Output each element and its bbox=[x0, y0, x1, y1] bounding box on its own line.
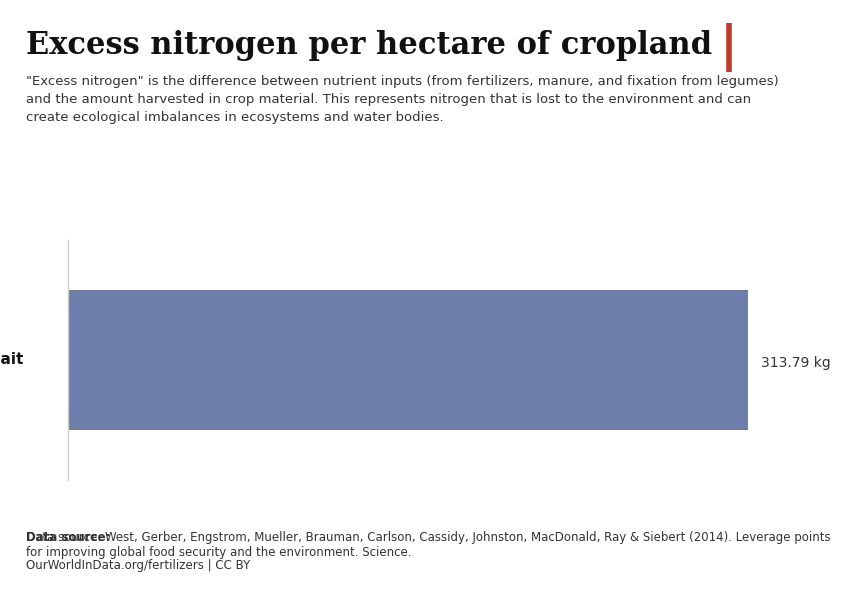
Text: 313.79 kg: 313.79 kg bbox=[761, 356, 830, 370]
Text: in Data: in Data bbox=[741, 52, 790, 65]
Text: Our World: Our World bbox=[741, 32, 808, 46]
Text: "Excess nitrogen" is the difference between nutrient inputs (from fertilizers, m: "Excess nitrogen" is the difference betw… bbox=[26, 75, 779, 124]
Text: Data source:: Data source: bbox=[26, 531, 110, 544]
Text: OurWorldInData.org/fertilizers | CC BY: OurWorldInData.org/fertilizers | CC BY bbox=[26, 559, 250, 572]
Text: Data source: West, Gerber, Engstrom, Mueller, Brauman, Carlson, Cassidy, Johnsto: Data source: West, Gerber, Engstrom, Mue… bbox=[26, 531, 830, 559]
Text: Kuwait: Kuwait bbox=[0, 352, 24, 367]
Bar bbox=[68, 290, 748, 430]
Text: Excess nitrogen per hectare of cropland: Excess nitrogen per hectare of cropland bbox=[26, 30, 711, 61]
